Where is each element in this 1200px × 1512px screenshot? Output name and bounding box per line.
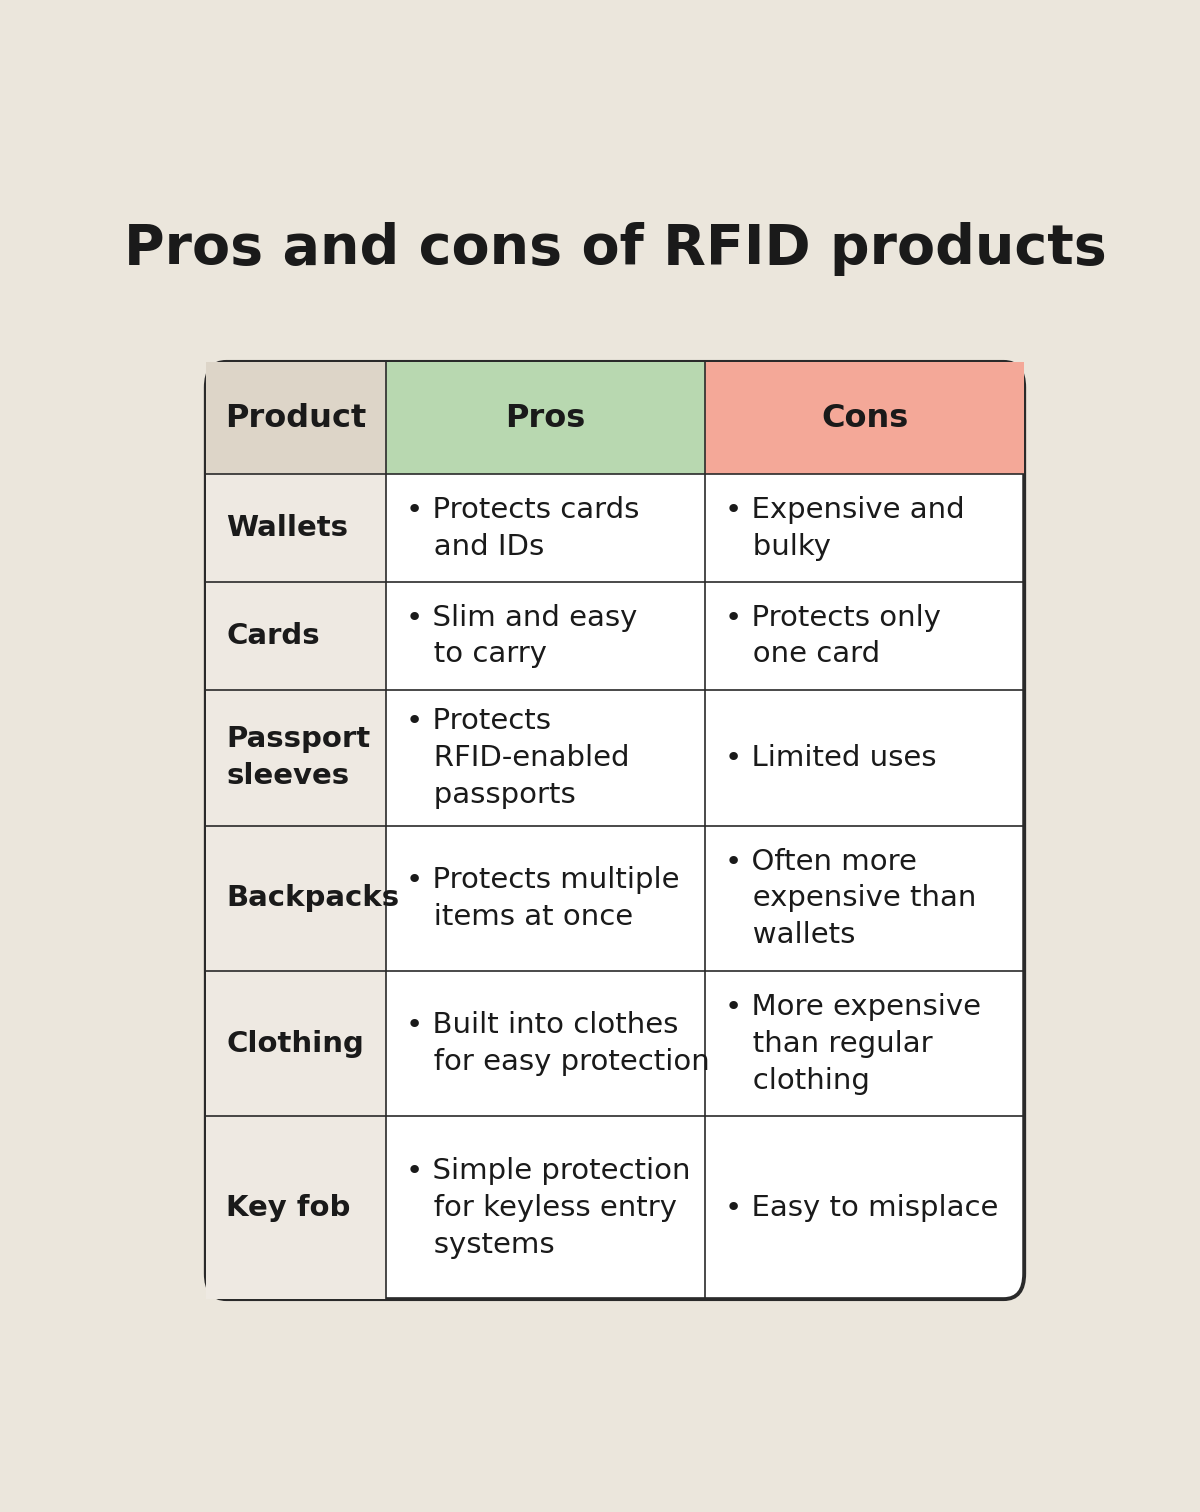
Text: • Protects only
   one card: • Protects only one card: [726, 603, 942, 668]
Text: • Protects multiple
   items at once: • Protects multiple items at once: [407, 866, 680, 931]
Bar: [206, 361, 386, 475]
FancyBboxPatch shape: [206, 361, 1024, 1299]
Text: • More expensive
   than regular
   clothing: • More expensive than regular clothing: [726, 993, 982, 1095]
Bar: [386, 361, 706, 475]
Text: • Protects cards
   and IDs: • Protects cards and IDs: [407, 496, 640, 561]
Bar: [206, 826, 386, 971]
Text: • Slim and easy
   to carry: • Slim and easy to carry: [407, 603, 637, 668]
Text: Cards: Cards: [227, 621, 320, 650]
Bar: [206, 582, 386, 689]
Text: Pros: Pros: [505, 402, 586, 434]
Text: Key fob: Key fob: [227, 1194, 350, 1222]
Bar: [206, 1116, 386, 1299]
Text: Clothing: Clothing: [227, 1030, 364, 1058]
Text: • Expensive and
   bulky: • Expensive and bulky: [726, 496, 965, 561]
Text: • Built into clothes
   for easy protection: • Built into clothes for easy protection: [407, 1012, 710, 1077]
Text: Pros and cons of RFID products: Pros and cons of RFID products: [124, 222, 1106, 277]
Text: • Limited uses: • Limited uses: [726, 744, 937, 771]
Text: • Protects
   RFID-enabled
   passports: • Protects RFID-enabled passports: [407, 708, 630, 809]
Text: Wallets: Wallets: [227, 514, 348, 543]
Text: • Easy to misplace: • Easy to misplace: [726, 1194, 998, 1222]
Text: Backpacks: Backpacks: [227, 885, 400, 912]
Bar: [206, 971, 386, 1116]
Bar: [706, 361, 1024, 475]
Text: • Simple protection
   for keyless entry
   systems: • Simple protection for keyless entry sy…: [407, 1157, 691, 1258]
Text: • Often more
   expensive than
   wallets: • Often more expensive than wallets: [726, 848, 977, 950]
Bar: [206, 689, 386, 826]
Text: Product: Product: [226, 402, 366, 434]
Text: Passport
sleeves: Passport sleeves: [227, 726, 371, 791]
Bar: [206, 475, 386, 582]
Text: Cons: Cons: [821, 402, 908, 434]
